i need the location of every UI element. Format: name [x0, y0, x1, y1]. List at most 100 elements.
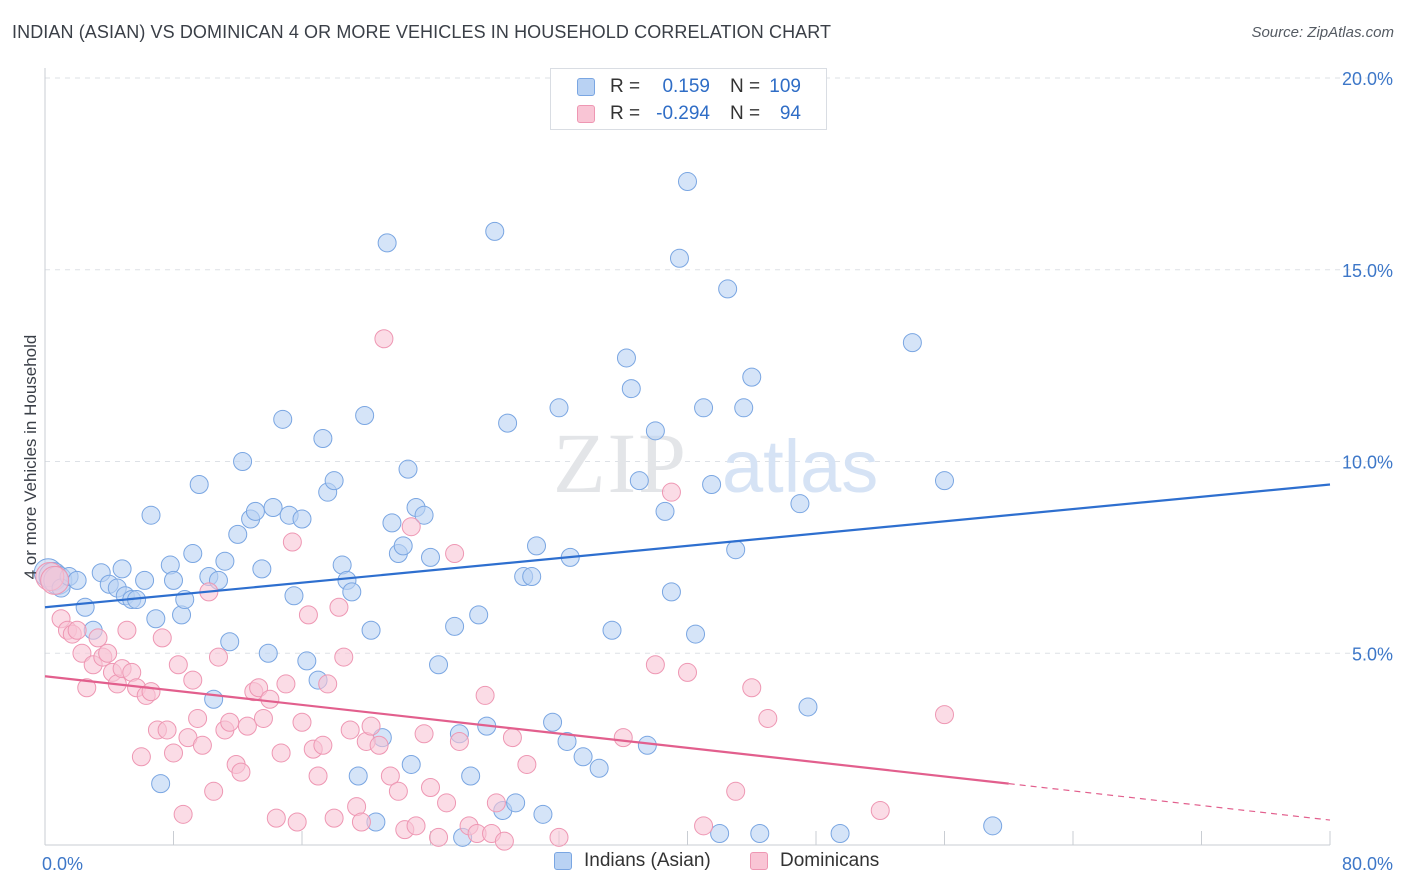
legend-n-label: N = [730, 76, 761, 97]
point-indians [297, 651, 317, 671]
point-indians [983, 816, 1003, 836]
point-indians [573, 747, 593, 767]
point-dominicans [168, 655, 188, 675]
legend-r-label: R = [610, 103, 641, 124]
point-dominicans [298, 605, 318, 625]
point-indians [655, 501, 675, 521]
point-dominicans [421, 777, 440, 797]
point-dominicans [313, 735, 333, 755]
point-indians [189, 475, 209, 495]
point-dominicans [318, 674, 338, 694]
point-indians [790, 494, 810, 514]
point-indians [902, 333, 922, 353]
point-indians [602, 620, 622, 640]
point-indians [637, 735, 657, 755]
point-dominicans [494, 831, 514, 851]
watermark: ZIP atlas [553, 415, 878, 511]
point-dominicans [406, 816, 426, 836]
point-indians [164, 570, 183, 590]
point-dominicans [334, 647, 354, 667]
y-tick-label: 15.0% [1342, 261, 1393, 281]
legend-n-label: N = [730, 103, 761, 124]
point-dominicans [88, 628, 108, 648]
point-dominicans [340, 720, 360, 740]
point-dominicans [208, 647, 228, 667]
point-dominicans [437, 793, 457, 813]
legend-swatch-indians [577, 78, 595, 96]
point-indians [273, 409, 293, 429]
stats-legend: R = 0.159 N = 109 R = -0.294 N = 94 [550, 68, 827, 130]
point-dominicans [502, 728, 522, 748]
point-indians [414, 505, 434, 525]
point-indians [549, 398, 569, 418]
point-dominicans [935, 705, 954, 725]
point-indians [421, 547, 440, 567]
series-dominicans-points [35, 329, 954, 851]
point-indians [629, 471, 649, 491]
point-dominicans [380, 766, 400, 786]
point-indians [67, 570, 87, 590]
point-dominicans [249, 678, 269, 698]
point-dominicans [726, 781, 746, 801]
point-indians [348, 766, 368, 786]
point-dominicans [758, 708, 778, 728]
point-indians [734, 398, 754, 418]
legend-swatch-dominicans [577, 105, 595, 123]
point-indians [616, 348, 636, 368]
point-indians [204, 689, 224, 709]
point-dominicans [237, 716, 257, 736]
point-dominicans [414, 724, 434, 744]
legend-r-value: -0.294 [656, 103, 710, 124]
point-dominicans [204, 781, 224, 801]
legend-label-dominicans: Dominicans [780, 850, 880, 871]
point-indians [252, 559, 272, 579]
point-indians [543, 712, 563, 732]
point-dominicans [271, 743, 291, 763]
point-indians [324, 471, 344, 491]
legend-item-dominicans: Dominicans [750, 850, 879, 872]
trend-line-dominicans [44, 675, 1009, 785]
tick-labels: 5.0% 10.0% 15.0% 20.0% 0.0% 80.0% [42, 69, 1393, 874]
point-indians [172, 605, 192, 625]
y-tick-label: 5.0% [1352, 644, 1393, 664]
point-indians [557, 731, 577, 751]
point-dominicans [308, 766, 328, 786]
point-indians [112, 559, 132, 579]
point-indians [830, 823, 850, 843]
point-indians [485, 221, 505, 241]
point-dominicans [98, 643, 118, 663]
y-axis-label: 4 or more Vehicles in Household [21, 335, 40, 580]
point-dominicans [401, 517, 421, 537]
point-indians [429, 655, 449, 675]
point-indians [589, 758, 609, 778]
point-indians [742, 367, 762, 387]
point-indians [361, 620, 381, 640]
point-dominicans [613, 728, 633, 748]
point-dominicans [475, 685, 495, 705]
point-indians [527, 536, 547, 556]
point-indians [377, 233, 397, 253]
point-indians [461, 766, 481, 786]
point-indians [160, 555, 180, 575]
series-legend: Indians (Asian) Dominicans [0, 850, 1406, 878]
point-dominicans [449, 731, 469, 751]
point-indians [694, 398, 714, 418]
point-dominicans [231, 762, 251, 782]
point-indians [678, 172, 697, 192]
point-indians [798, 697, 818, 717]
point-indians [645, 421, 665, 441]
point-dominicans [141, 682, 161, 702]
legend-swatch-indians [554, 852, 572, 870]
point-indians [498, 413, 518, 433]
point-indians [718, 279, 738, 299]
point-indians [393, 536, 413, 556]
point-indians [726, 540, 746, 560]
point-dominicans [388, 781, 408, 801]
x-tick-label: 0.0% [42, 854, 83, 874]
point-indians [258, 643, 278, 663]
point-indians [220, 632, 240, 652]
point-indians [710, 823, 730, 843]
point-indians [292, 509, 312, 529]
point-indians [935, 471, 954, 491]
point-dominicans [661, 482, 681, 502]
